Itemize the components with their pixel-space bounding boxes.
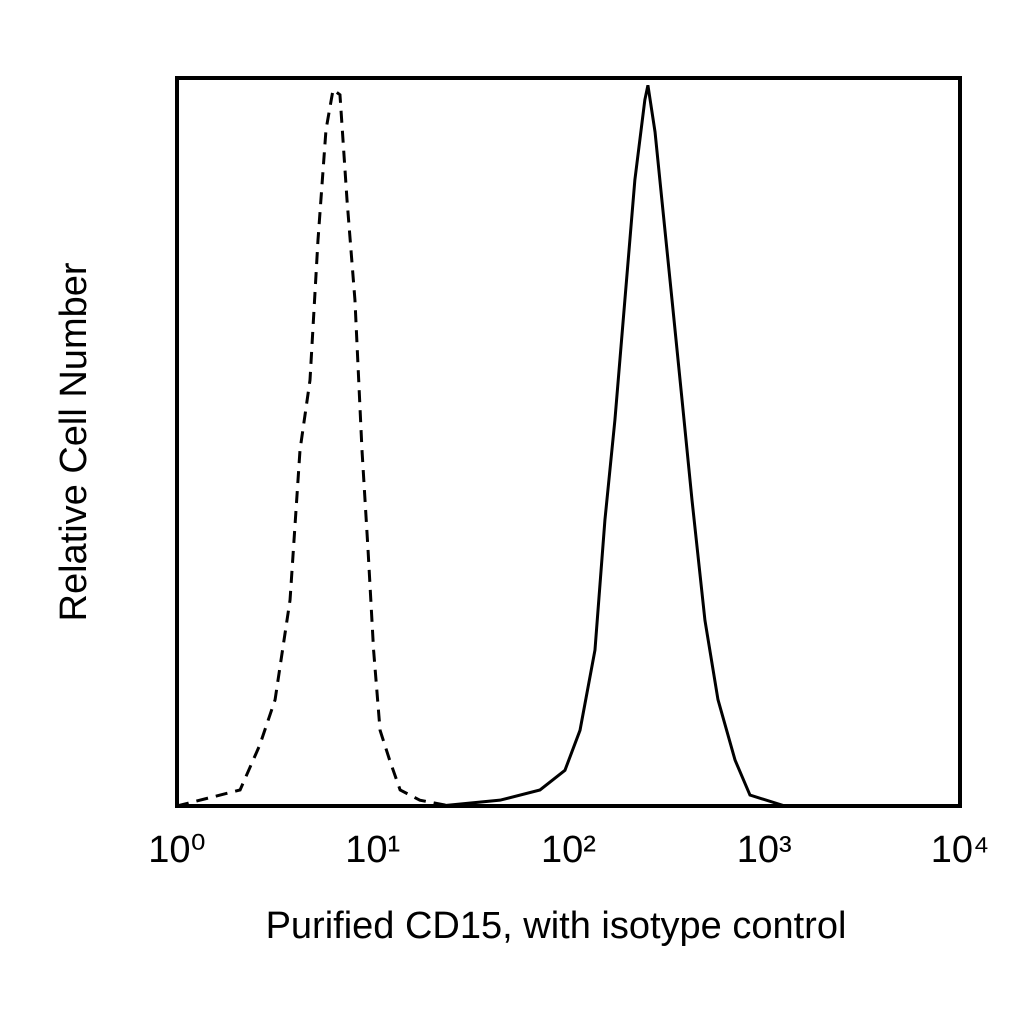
x-tick-label: 10² (541, 829, 596, 871)
y-axis-label: Relative Cell Number (53, 262, 95, 621)
x-axis-label: Purified CD15, with isotype control (266, 905, 847, 947)
x-tick-label: 10⁰ (148, 829, 206, 871)
x-tick-label: 10³ (737, 829, 792, 871)
plot-frame (175, 76, 962, 808)
histogram-line (176, 87, 451, 808)
x-tick-label: 10¹ (345, 829, 400, 871)
histogram-line (440, 84, 786, 808)
x-tick-label: 10⁴ (931, 829, 990, 871)
